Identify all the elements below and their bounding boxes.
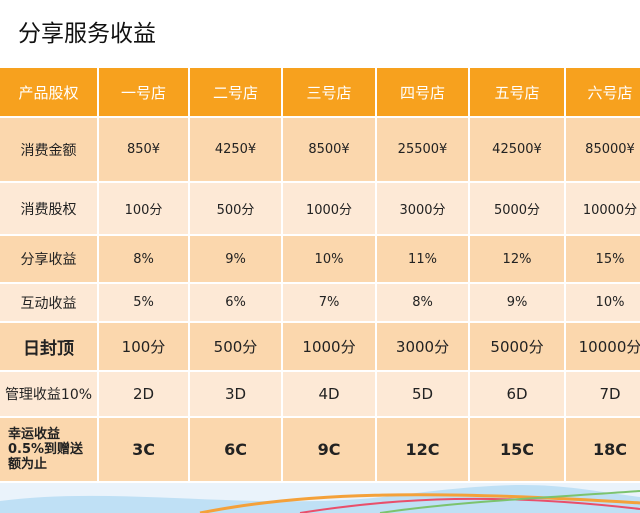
table-cell: 5% [99, 284, 190, 323]
row-label: 管理收益10% [0, 372, 99, 418]
table-cell: 6C [190, 418, 283, 483]
column-header: 二号店 [190, 68, 283, 118]
table-cell: 5000分 [470, 183, 566, 236]
table-cell: 5D [377, 372, 470, 418]
row-label: 幸运收益 0.5%到赠送 额为止 [0, 418, 99, 483]
table-cell: 100分 [99, 183, 190, 236]
table-cell: 18C [566, 418, 640, 483]
label-line: 0.5%到赠送 [8, 442, 84, 457]
table-cell: 15% [566, 236, 640, 284]
table-cell: 4D [283, 372, 377, 418]
table-cell: 500分 [190, 183, 283, 236]
table-cell: 500分 [190, 323, 283, 372]
column-header: 五号店 [470, 68, 566, 118]
table-cell: 15C [470, 418, 566, 483]
table-cell: 9C [283, 418, 377, 483]
table-cell: 10000分 [566, 183, 640, 236]
table-cell: 9% [190, 236, 283, 284]
column-header: 一号店 [99, 68, 190, 118]
table-cell: 8% [377, 284, 470, 323]
row-label: 消费金额 [0, 118, 99, 183]
table-cell: 850¥ [99, 118, 190, 183]
table-cell: 6D [470, 372, 566, 418]
table-cell: 1000分 [283, 183, 377, 236]
table-cell: 25500¥ [377, 118, 470, 183]
table-cell: 8500¥ [283, 118, 377, 183]
table-cell: 7% [283, 284, 377, 323]
label-line: 额为止 [8, 457, 48, 472]
row-label: 消费股权 [0, 183, 99, 236]
table-cell: 3000分 [377, 323, 470, 372]
column-header: 产品股权 [0, 68, 99, 118]
table-cell: 5000分 [470, 323, 566, 372]
table-cell: 42500¥ [470, 118, 566, 183]
table-cell: 3000分 [377, 183, 470, 236]
table-cell: 1000分 [283, 323, 377, 372]
table-cell: 8% [99, 236, 190, 284]
table-cell: 9% [470, 284, 566, 323]
row-label: 分享收益 [0, 236, 99, 284]
decoration [0, 483, 640, 513]
table-cell: 4250¥ [190, 118, 283, 183]
row-label: 日封顶 [0, 323, 99, 372]
table-cell: 2D [99, 372, 190, 418]
table-cell: 10% [283, 236, 377, 284]
table-cell: 10000分 [566, 323, 640, 372]
table-cell: 12% [470, 236, 566, 284]
column-header: 三号店 [283, 68, 377, 118]
column-header: 六号店 [566, 68, 640, 118]
label-line: 幸运收益 [8, 427, 61, 442]
row-label: 互动收益 [0, 284, 99, 323]
column-header: 四号店 [377, 68, 470, 118]
table-cell: 100分 [99, 323, 190, 372]
table-cell: 10% [566, 284, 640, 323]
table-cell: 12C [377, 418, 470, 483]
table-cell: 6% [190, 284, 283, 323]
page-title: 分享服务收益 [18, 21, 156, 47]
table-cell: 11% [377, 236, 470, 284]
table-cell: 3C [99, 418, 190, 483]
table-cell: 3D [190, 372, 283, 418]
table-cell: 7D [566, 372, 640, 418]
table-cell: 85000¥ [566, 118, 640, 183]
